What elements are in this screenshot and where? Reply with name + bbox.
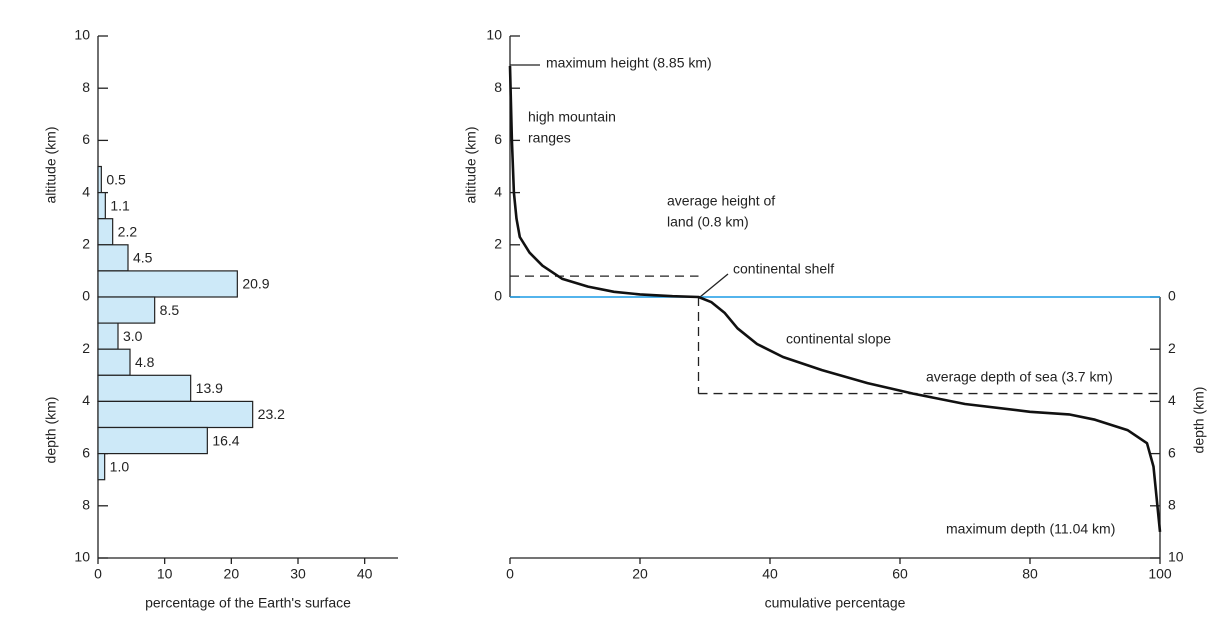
annotation: land (0.8 km) (667, 214, 749, 230)
x-tick-label: 20 (632, 566, 648, 582)
bar (97, 218, 114, 246)
x-tick-label: 80 (1022, 566, 1038, 582)
annotation: average height of (667, 193, 775, 209)
curve (508, 65, 1162, 533)
annotation: maximum depth (11.04 km) (946, 521, 1115, 537)
y-tick-label: 4 (82, 392, 90, 408)
y-tick-label: 6 (494, 131, 502, 147)
x-tick-label: 0 (506, 566, 514, 582)
y-tick-label: 6 (82, 131, 90, 147)
y-tick-label: 0 (82, 288, 90, 304)
y-tick-label: 10 (486, 27, 502, 43)
x-tick-label: 100 (1148, 566, 1172, 582)
y2-tick-label: 2 (1168, 340, 1176, 356)
x-tick-label: 40 (762, 566, 778, 582)
value-label: 23.2 (258, 406, 285, 422)
leader-line (699, 273, 729, 298)
y-tick-label: 4 (82, 183, 90, 199)
y-tick-label: 10 (74, 549, 90, 565)
value-label: 13.9 (196, 380, 223, 396)
bar (97, 296, 156, 324)
annotation: continental slope (786, 331, 891, 347)
x-tick-label: 40 (357, 566, 373, 582)
y2-tick-label: 6 (1168, 444, 1176, 460)
y-axis-label: depth (km) (43, 397, 59, 464)
value-label: 1.0 (110, 458, 130, 474)
bar (97, 270, 238, 298)
y-tick-label: 2 (82, 340, 90, 356)
bar (97, 348, 131, 376)
annotation: continental shelf (733, 261, 834, 277)
x-axis-label: percentage of the Earth's surface (145, 595, 351, 611)
value-label: 3.0 (123, 328, 143, 344)
x-axis-label: cumulative percentage (765, 595, 906, 611)
y-tick-label: 8 (494, 79, 502, 95)
y-tick-label: 4 (494, 183, 502, 199)
x-tick-label: 10 (157, 566, 173, 582)
value-label: 4.8 (135, 354, 155, 370)
y-tick-label: 8 (82, 79, 90, 95)
bar (97, 400, 254, 429)
bar (97, 322, 119, 350)
y-axis-label: altitude (km) (463, 126, 479, 203)
annotation: ranges (528, 130, 571, 146)
x-tick-label: 20 (224, 566, 240, 582)
annotation: average depth of sea (3.7 km) (926, 369, 1113, 385)
x-tick-label: 30 (290, 566, 306, 582)
bar (97, 453, 106, 481)
x-tick-label: 60 (892, 566, 908, 582)
y2-tick-label: 10 (1168, 549, 1184, 565)
y-tick-label: 2 (82, 236, 90, 252)
y-tick-label: 2 (494, 236, 502, 252)
annotation: high mountain (528, 109, 616, 125)
y-tick-label: 6 (82, 444, 90, 460)
bar (97, 165, 102, 194)
x-tick-label: 0 (94, 566, 102, 582)
y-axis-label: altitude (km) (43, 126, 59, 203)
bar (97, 192, 106, 220)
y2-tick-label: 4 (1168, 392, 1176, 408)
bar (97, 374, 192, 402)
value-label: 4.5 (133, 250, 153, 266)
value-label: 16.4 (212, 432, 239, 448)
y2-tick-label: 0 (1168, 288, 1176, 304)
y2-tick-label: 8 (1168, 497, 1176, 513)
bar (97, 426, 208, 455)
y-tick-label: 8 (82, 497, 90, 513)
bar (97, 244, 129, 272)
annotation: maximum height (8.85 km) (546, 55, 712, 71)
value-label: 1.1 (110, 197, 130, 213)
value-label: 20.9 (242, 276, 269, 292)
value-label: 2.2 (118, 223, 138, 239)
value-label: 8.5 (160, 302, 180, 318)
y2-axis-label: depth (km) (1191, 387, 1207, 454)
y-tick-label: 10 (74, 27, 90, 43)
value-label: 0.5 (106, 171, 126, 187)
y-tick-label: 0 (494, 288, 502, 304)
